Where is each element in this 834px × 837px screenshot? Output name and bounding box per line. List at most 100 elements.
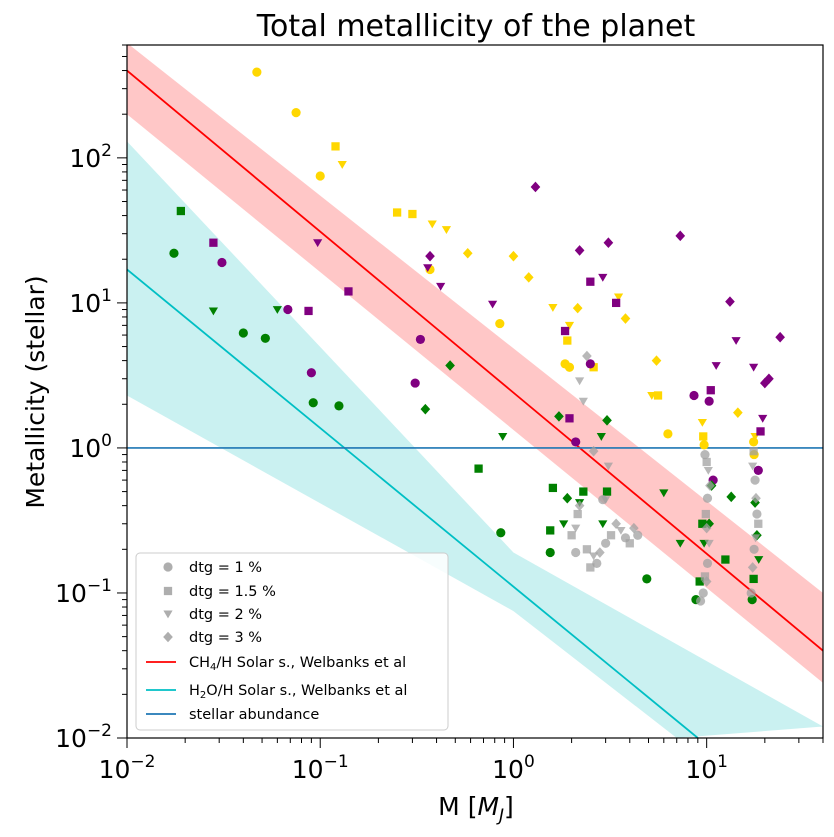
data-point	[633, 530, 643, 540]
data-point	[560, 326, 570, 336]
data-point	[337, 161, 347, 169]
legend-label: H2O/H Solar s., Welbanks et al	[189, 683, 407, 701]
data-point	[441, 226, 452, 234]
data-point	[436, 282, 446, 291]
data-point	[425, 250, 435, 262]
ch4-line	[127, 69, 823, 652]
data-point	[749, 437, 759, 447]
data-point	[334, 401, 344, 411]
data-point	[565, 414, 574, 423]
x-tick-label: 10−1	[292, 752, 349, 784]
data-point	[308, 398, 318, 408]
data-point	[344, 287, 353, 296]
y-tick-label: 101	[69, 286, 112, 318]
data-point	[653, 391, 663, 400]
data-point	[675, 230, 686, 242]
data-point	[598, 273, 608, 282]
data-point	[749, 363, 759, 372]
data-point	[613, 293, 624, 302]
legend-label: dtg = 3 %	[189, 630, 262, 646]
data-point	[601, 538, 611, 548]
data-point	[746, 588, 756, 598]
data-point	[749, 574, 758, 584]
data-point	[575, 377, 585, 386]
data-point	[748, 462, 758, 471]
data-point	[545, 547, 555, 558]
data-point	[625, 539, 634, 548]
data-point	[574, 245, 585, 256]
y-tick-label: 102	[69, 141, 112, 173]
data-point	[415, 334, 426, 345]
data-point	[423, 264, 433, 273]
data-point	[700, 572, 710, 581]
data-point	[602, 487, 612, 496]
legend-marker	[163, 562, 173, 572]
data-point	[291, 108, 301, 118]
data-point	[629, 522, 639, 534]
data-point	[571, 437, 581, 447]
data-point	[758, 414, 768, 423]
data-points	[169, 67, 785, 606]
data-point	[410, 378, 420, 388]
data-point	[427, 220, 437, 229]
data-point	[749, 447, 758, 456]
data-point	[306, 368, 316, 378]
data-point	[754, 519, 763, 528]
data-point	[702, 558, 713, 568]
legend-label: dtg = 1.5 %	[189, 584, 276, 600]
data-point	[704, 539, 714, 548]
data-point	[283, 304, 293, 315]
data-point	[238, 328, 248, 338]
data-point	[775, 331, 785, 343]
data-point	[663, 429, 673, 439]
data-point	[582, 350, 592, 362]
data-point	[596, 432, 606, 441]
data-point	[585, 359, 595, 369]
legend: dtg = 1 % dtg = 1.5 % dtg = 2 % dtg = 3 % CH…	[135, 552, 449, 731]
data-point	[588, 445, 599, 457]
data-point	[701, 509, 710, 519]
data-point	[754, 556, 764, 564]
data-point	[611, 518, 621, 530]
data-point	[573, 509, 582, 519]
data-point	[699, 432, 708, 441]
data-point	[726, 491, 737, 503]
data-point	[571, 524, 581, 533]
data-point	[704, 396, 714, 406]
data-point	[331, 142, 340, 151]
data-point	[508, 250, 519, 262]
data-point	[487, 300, 498, 309]
data-point	[705, 480, 715, 491]
data-point	[616, 526, 626, 535]
data-point	[496, 528, 506, 538]
h2o-line	[127, 268, 699, 738]
data-point	[572, 302, 583, 314]
data-point	[304, 306, 313, 316]
tick-labels: 10−2 10−1 100 101 10−2 10−1 100 101 102	[55, 141, 728, 784]
data-point	[589, 363, 598, 372]
data-point	[752, 509, 762, 519]
data-point	[582, 545, 592, 554]
data-point	[700, 449, 710, 460]
data-point	[751, 492, 761, 504]
data-point	[548, 483, 558, 493]
data-point	[589, 552, 599, 561]
data-point	[579, 487, 588, 496]
data-point	[563, 336, 572, 345]
data-point	[315, 171, 325, 181]
legend-marker	[163, 586, 173, 596]
data-point	[578, 397, 588, 406]
data-point	[564, 362, 575, 372]
data-point	[595, 547, 605, 558]
data-point	[602, 415, 612, 426]
legend-label: CH4/H Solar s., Welbanks et al	[189, 655, 406, 673]
data-point	[208, 307, 219, 316]
legend-label: dtg = 1 %	[189, 560, 262, 576]
data-point	[498, 432, 508, 441]
y-tick-label: 10−1	[55, 576, 112, 608]
data-point	[695, 577, 704, 586]
data-point	[574, 500, 585, 511]
data-point	[260, 333, 270, 343]
legend-marker	[163, 631, 173, 643]
